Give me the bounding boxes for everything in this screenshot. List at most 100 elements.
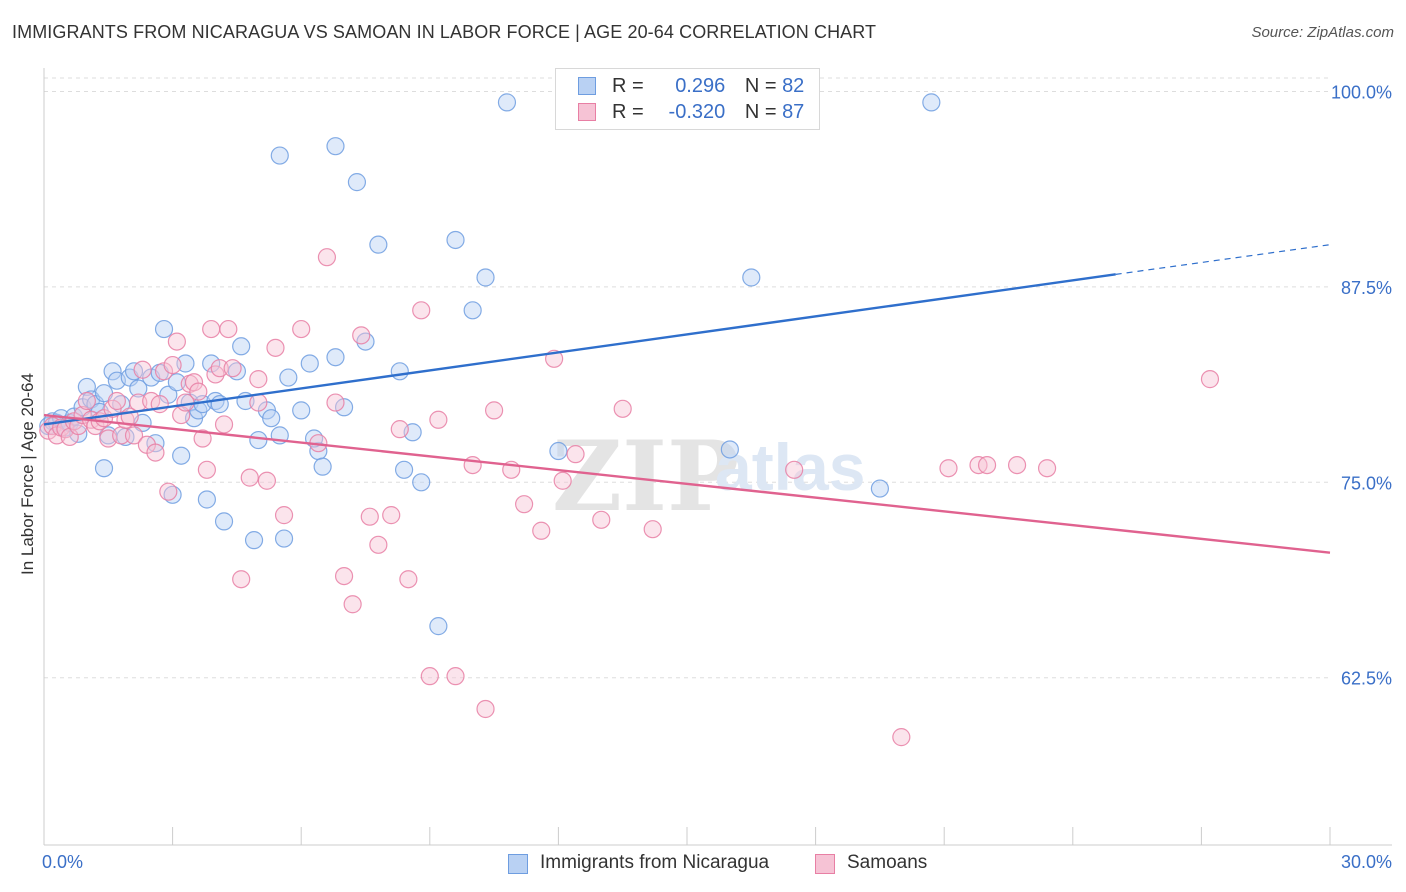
data-point <box>124 426 144 445</box>
data-point <box>244 531 264 550</box>
watermark-atlas: atlas <box>715 430 865 504</box>
data-point <box>214 512 234 531</box>
data-point <box>369 235 388 254</box>
data-point <box>94 459 114 478</box>
data-point <box>515 495 534 514</box>
data-point <box>202 354 221 373</box>
legend-r-label: R = <box>612 75 644 97</box>
data-point <box>197 490 216 509</box>
trend-line-nicaragua <box>43 273 1116 426</box>
legend-swatch-samoans <box>578 103 596 121</box>
data-point <box>326 137 345 156</box>
data-point <box>270 146 289 165</box>
data-point <box>292 401 311 420</box>
data-point <box>326 348 345 367</box>
y-tick-label: 75.0% <box>1341 473 1392 493</box>
legend-text-nicaragua: R = 0.296 N = 82 <box>612 75 804 98</box>
data-point <box>412 301 431 320</box>
data-point <box>497 93 517 112</box>
data-point <box>274 506 294 525</box>
data-point <box>159 482 178 501</box>
data-point <box>292 319 311 339</box>
data-point <box>347 173 367 192</box>
data-point <box>476 268 495 287</box>
data-point <box>334 398 354 417</box>
data-point <box>429 410 448 429</box>
data-point <box>485 401 504 420</box>
data-point <box>197 460 216 479</box>
trend-line-samoans <box>43 413 1331 554</box>
data-point <box>390 420 409 439</box>
data-point <box>326 393 345 412</box>
data-point <box>429 617 448 636</box>
data-point <box>922 93 941 112</box>
series-nicaragua-points <box>39 93 941 636</box>
data-point <box>223 359 242 378</box>
data-point <box>300 354 319 373</box>
watermark: ZIP atlas <box>552 420 865 533</box>
data-point <box>399 570 418 589</box>
data-point <box>249 370 268 389</box>
trend-lines <box>43 244 1331 554</box>
axes <box>43 68 1392 846</box>
data-point <box>313 457 332 476</box>
data-point <box>107 391 126 411</box>
data-point <box>476 699 495 719</box>
trend-line-nicaragua-extension <box>1115 244 1331 275</box>
watermark-zip: ZIP <box>552 420 739 533</box>
data-point <box>133 360 152 379</box>
data-point <box>446 667 465 686</box>
bottom-legend-swatch-samoans <box>815 854 835 874</box>
data-point <box>785 460 804 479</box>
data-point <box>279 368 298 387</box>
data-point <box>549 441 568 461</box>
legend-n-value-nicaragua: 82 <box>782 75 805 97</box>
data-point <box>1200 370 1220 389</box>
data-point <box>446 230 465 250</box>
data-point <box>262 409 281 428</box>
data-point <box>129 379 148 398</box>
data-point <box>977 455 997 475</box>
y-tick-label: 87.5% <box>1341 278 1392 298</box>
data-point <box>103 362 122 381</box>
data-point <box>189 382 208 401</box>
data-point <box>420 667 439 686</box>
data-point <box>742 268 761 287</box>
data-point <box>232 337 251 356</box>
data-points <box>39 93 1220 747</box>
x-tick-label-max: 30.0% <box>1340 852 1392 872</box>
data-point <box>77 391 96 411</box>
data-point <box>360 507 379 526</box>
data-point <box>1037 459 1057 478</box>
legend-n-label: N = <box>744 101 777 123</box>
bottom-legend-label-samoans: Samoans <box>847 852 928 873</box>
data-point <box>553 471 572 490</box>
x-tick-label-min: 0.0% <box>42 852 84 872</box>
legend-r-label: R = <box>612 101 644 123</box>
data-point <box>274 529 294 548</box>
data-point <box>146 443 165 462</box>
y-tick-labels: 100.0% 87.5% 75.0% 62.5% <box>1331 82 1392 688</box>
data-point <box>154 319 174 339</box>
data-point <box>939 459 958 478</box>
legend-n-label: N = <box>744 75 777 97</box>
data-point <box>613 399 632 418</box>
legend-n-value-samoans: 87 <box>782 101 805 123</box>
legend-r-value-samoans: -0.320 <box>668 101 726 123</box>
bottom-legend-label-nicaragua: Immigrants from Nicaragua <box>540 852 770 873</box>
y-tick-label: 100.0% <box>1331 82 1392 102</box>
data-point <box>257 471 277 490</box>
bottom-legend-swatch-nicaragua <box>508 854 528 874</box>
data-point <box>412 473 431 492</box>
data-point <box>566 445 585 464</box>
data-point <box>369 535 388 554</box>
data-point <box>172 446 191 465</box>
data-point <box>352 326 371 345</box>
data-point <box>720 440 739 459</box>
data-point <box>343 595 362 614</box>
data-point <box>643 520 662 539</box>
legend-r-value-nicaragua: 0.296 <box>675 75 726 97</box>
legend-text-samoans: R = -0.320 N = 87 <box>612 101 804 124</box>
data-point <box>317 248 337 267</box>
